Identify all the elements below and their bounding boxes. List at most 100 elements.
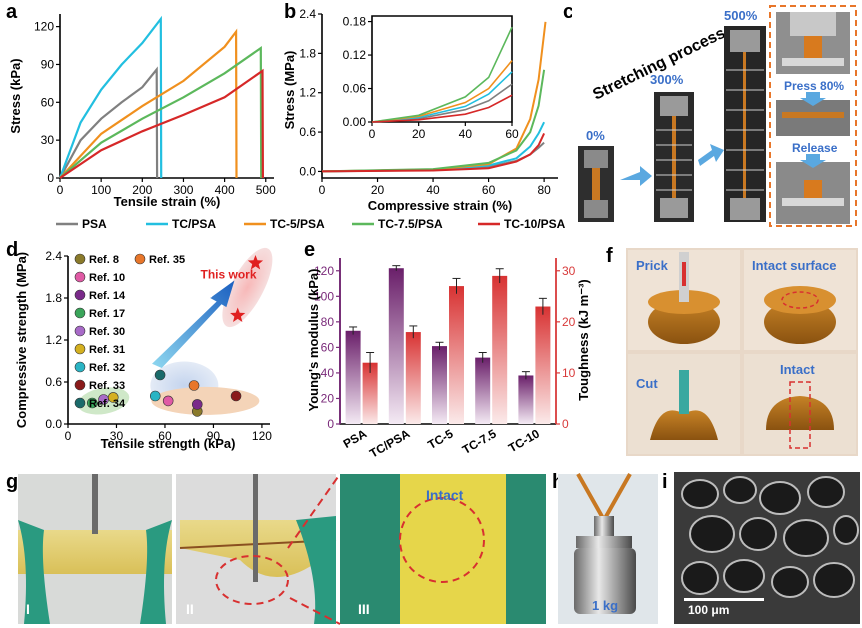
series-line-tc-psa [58,15,163,179]
legend-label: TC-7.5/PSA [378,217,443,231]
legend-marker [74,397,86,409]
legend-label: Ref. 30 [89,326,125,338]
category-label: TC/PSA [367,426,412,460]
category-label: TC-10 [506,426,542,455]
x-tick-label: 40 [426,183,440,197]
x-tick-label: 0 [57,183,64,197]
legend-label: Ref. 32 [89,362,125,374]
bar-toughness [362,362,378,424]
inset-line-tc-10-psa [371,94,513,123]
press-frame [769,5,857,227]
inset-line-tc-7-5-psa [371,26,513,123]
photo-stretching: Stretching process 0% 300% [572,4,858,228]
legend-label: Ref. 17 [89,308,125,320]
bar-toughness [492,275,508,424]
arrow-press [800,92,826,106]
g-label-II: II [186,601,194,617]
chart-compressive: 0 20 40 60 80 0.0 0.6 1.2 1.8 2.4 Compressive stra… [282,7,558,213]
panel-letter-c: c [563,1,574,23]
y-tick-label: 0.0 [45,417,62,431]
cut-label: Cut [636,376,658,391]
x-tick-label: 120 [252,429,272,443]
category-label: TC-7.5 [460,426,499,457]
y-tick-label: 1.2 [299,86,316,100]
scale-label: 100 μm [688,603,729,617]
x-tick-label: 500 [256,183,276,197]
bar-toughness [535,306,551,424]
superhigh-arrow [152,280,235,368]
x-tick-label: 60 [505,127,519,141]
cluster-red [222,247,273,328]
label-500: 500% [724,8,758,23]
x-tick-label: 20 [412,127,426,141]
y-tick-label: 0.00 [343,115,367,129]
x-tick-label: 0 [369,127,376,141]
panel-letter-g: g [6,471,18,493]
legend-label: Ref. 14 [89,290,126,302]
y2-tick-label: 20 [562,315,576,329]
arrow-release [800,154,826,168]
intact-label: Intact [780,362,815,377]
y-tick-label: 90 [41,57,55,71]
y-tick-label: 1.8 [299,46,316,60]
x-tick-label: 0 [65,429,72,443]
legend-marker [74,343,86,355]
chart-modulus-toughness: 0 20 40 60 80 100 120 0 10 20 30 Young's modulus (k… [306,258,591,461]
x-tick-label: 90 [207,429,221,443]
category-label: TC-5 [425,426,455,452]
legend-label: Ref. 10 [89,272,125,284]
legend-label: Ref. 31 [89,344,125,356]
press-sequence [776,12,850,224]
y-tick-label: 120 [34,20,54,34]
specimen-500 [724,26,766,222]
weight-label: 1 kg [592,598,618,613]
x-tick-label: 80 [537,183,551,197]
x-tick-label: 20 [371,183,385,197]
ref-point [149,390,161,402]
prick-label: Prick [636,258,669,273]
ref-point [86,397,98,409]
legend-marker [74,253,86,265]
specimen-300 [654,92,694,222]
photo-sem [674,472,860,624]
photo-weight [558,473,658,624]
x-tick-label: 60 [158,429,172,443]
specimen-0 [578,146,614,222]
bar-modulus [475,357,491,424]
label-0: 0% [586,128,605,143]
y-tick-label: 0.6 [45,375,62,389]
legend-marker [74,307,86,319]
bar-modulus [518,375,534,424]
y-tick-label: 1.8 [45,291,62,305]
photo-prick-cut [626,248,858,456]
y2-tick-label: 30 [562,264,576,278]
inset-chart: 0 20 40 60 0.00 0.06 0.12 0.18 [343,15,519,141]
this-work-point [230,307,246,322]
x-tick-label: 30 [110,429,124,443]
bar-toughness [449,286,464,424]
x-tick-label: 40 [459,127,473,141]
g-label-III: III [358,601,370,617]
y-tick-label: 0.6 [299,125,316,139]
ref-point [230,390,242,402]
panel-letter-d: d [6,239,18,261]
legend-marker [74,379,86,391]
arrow-c1 [620,166,652,186]
y-tick-label: 80 [321,315,335,329]
y2-axis-label: Toughness (kJ m⁻³) [576,279,591,400]
y-tick-label: 2.4 [45,249,62,263]
this-work-label: This work [201,267,257,281]
series-line-tc-10-psa [59,68,264,179]
legend-label: TC/PSA [172,217,216,231]
g-intact-label: Intact [426,487,464,503]
panel-letter-e: e [304,239,315,261]
y-tick-label: 0.0 [299,164,316,178]
legend-label: TC-5/PSA [270,217,325,231]
y-tick-label: 0.12 [343,48,367,62]
y-axis-label: Compressive strength (MPa) [14,252,29,428]
y-tick-label: 40 [321,366,335,380]
ref-point [107,392,119,403]
legend-marker [74,289,86,301]
x-tick-label: 400 [215,183,235,197]
